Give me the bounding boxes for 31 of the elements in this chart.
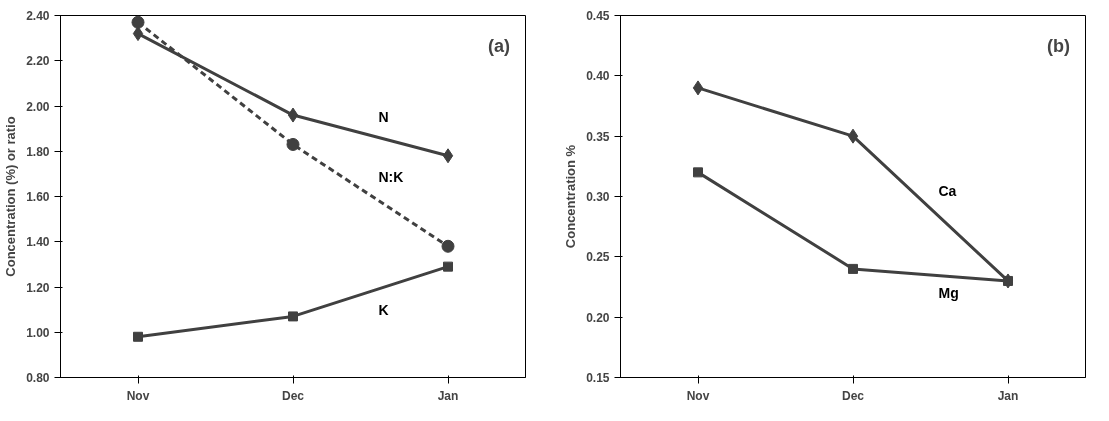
series-label: K — [378, 301, 389, 318]
y-tick-label: 1.60 — [26, 190, 50, 204]
y-tick-label: 1.40 — [26, 235, 50, 250]
y-tick-label: 0.40 — [586, 69, 610, 84]
x-tick-label: Dec — [841, 388, 865, 403]
x-tick-label: Nov — [126, 388, 150, 403]
y-tick-label: 1.80 — [26, 144, 50, 159]
y-tick-label: 1.20 — [26, 280, 50, 295]
series-label: N — [378, 109, 389, 126]
series-label: N:K — [378, 169, 404, 186]
annotation: (b) — [1047, 35, 1071, 56]
y-tick-label: 2.20 — [26, 54, 50, 69]
x-tick-label: Jan — [437, 388, 459, 403]
series-label: Mg — [938, 284, 959, 301]
x-tick-label: Dec — [281, 388, 305, 403]
y-tick-label: 0.25 — [586, 250, 610, 265]
x-tick-label: Nov — [686, 388, 710, 403]
y-tick-label: 0.35 — [586, 129, 610, 144]
y-tick-label: 0.80 — [26, 371, 50, 385]
y-tick-label: 0.30 — [586, 190, 610, 204]
y-tick-label: 0.20 — [586, 310, 610, 325]
y-axis-title: Concentration (%) or ratio — [3, 116, 19, 277]
y-tick-label: 2.40 — [26, 9, 50, 23]
annotation: (a) — [488, 35, 511, 56]
y-tick-label: 1.00 — [26, 325, 50, 340]
x-tick-label: Jan — [997, 388, 1019, 403]
y-tick-label: 0.45 — [586, 9, 610, 23]
y-tick-label: 2.00 — [26, 99, 50, 114]
y-axis-title: Concentration % — [563, 144, 579, 249]
y-tick-label: 0.15 — [586, 371, 610, 385]
series-label: Ca — [938, 182, 957, 199]
